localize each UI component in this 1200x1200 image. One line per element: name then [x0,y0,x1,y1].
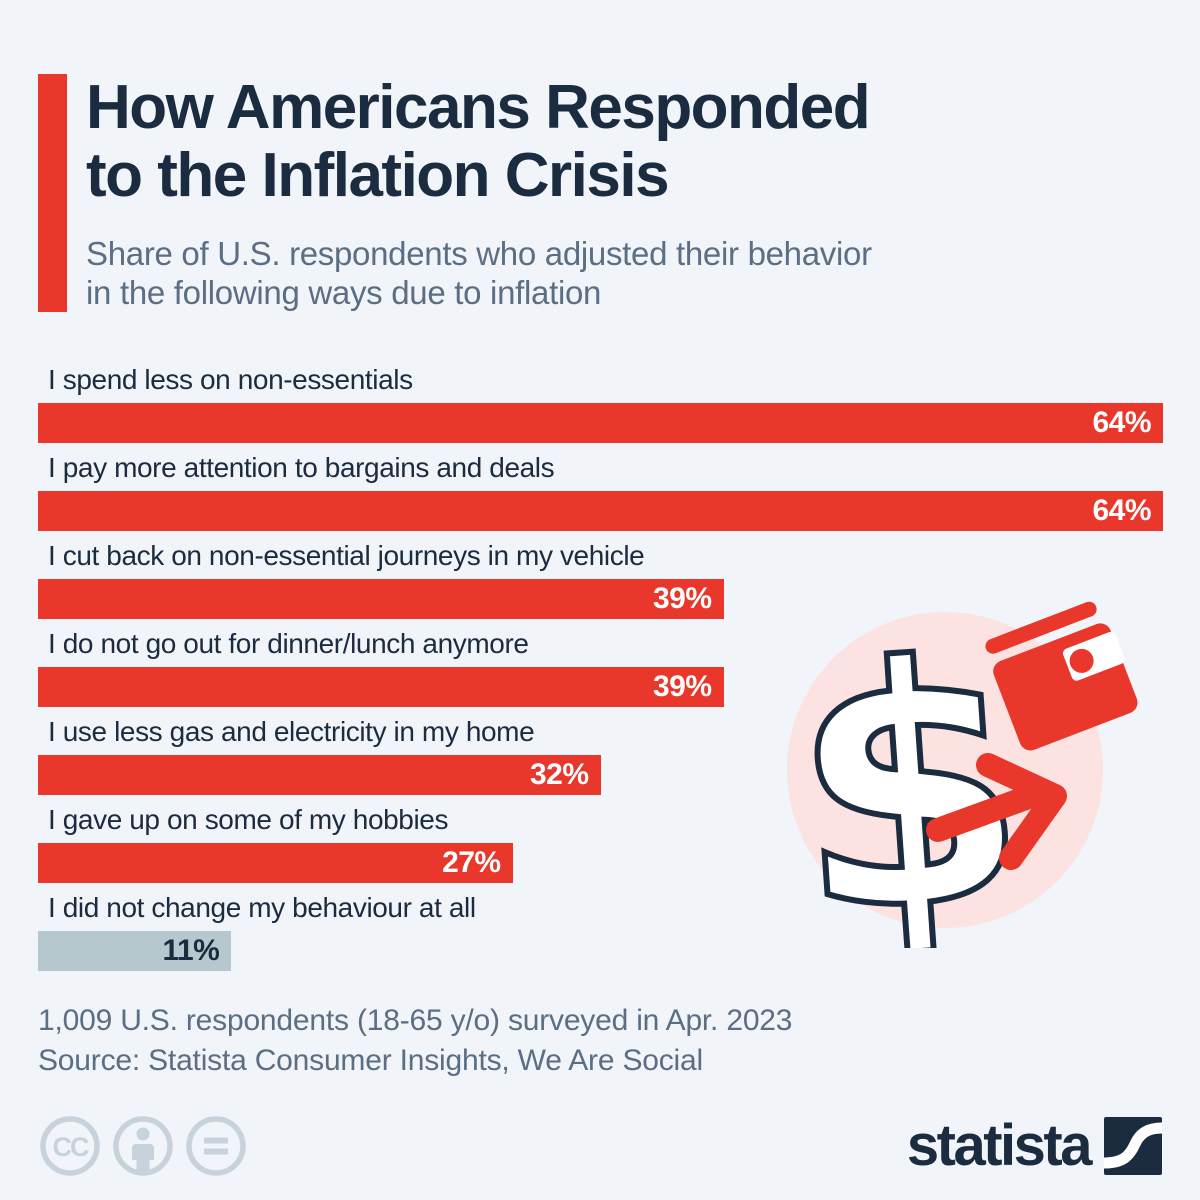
subtitle-line-2: in the following ways due to inflation [86,274,602,311]
bar-value-label: 11% [162,934,220,967]
attribution-icon[interactable] [113,1116,173,1176]
bar-row: I do not go out for dinner/lunch anymore… [38,628,1163,707]
header-text: How Americans Responded to the Inflation… [86,74,872,312]
license-icons[interactable]: CC [38,1113,280,1179]
bar: 32% [38,755,601,795]
bottom-row: CC statista [38,1113,1162,1179]
bar-category-label: I pay more attention to bargains and dea… [48,452,555,483]
bar-row: I did not change my behaviour at all 11% [38,892,1163,971]
bar: 11% [38,931,232,971]
bar: 64% [38,403,1163,443]
source-line: Source: Statista Consumer Insights, We A… [38,1044,703,1077]
page-title: How Americans Responded to the Inflation… [86,74,872,210]
bar-category-label: I did not change my behaviour at all [48,892,476,923]
survey-note: 1,009 U.S. respondents (18-65 y/o) surve… [38,1004,793,1037]
statista-wordmark: statista [906,1113,1093,1178]
statista-logo[interactable]: statista [907,1117,1162,1175]
bar-value-label: 39% [653,670,712,703]
bar-value-label: 27% [442,846,501,879]
title-line-2: to the Inflation Crisis [86,141,670,210]
header: How Americans Responded to the Inflation… [0,0,1200,312]
page-subtitle: Share of U.S. respondents who adjusted t… [86,234,872,312]
bar-category-label: I use less gas and electricity in my hom… [48,716,535,747]
bar-row: I pay more attention to bargains and dea… [38,452,1163,531]
bar-value-label: 64% [1092,494,1151,527]
svg-text:CC: CC [53,1132,89,1162]
bar-value-label: 32% [529,758,589,791]
title-accent-bar [38,74,67,312]
bar-row: I spend less on non-essentials 64% [38,364,1163,443]
bar-category-label: I spend less on non-essentials [48,364,413,395]
bar: 39% [38,579,724,619]
no-derivatives-icon[interactable] [186,1116,246,1176]
bar-value-label: 64% [1092,406,1151,439]
creative-commons-icon[interactable]: CC [40,1116,100,1176]
bar-category-label: I do not go out for dinner/lunch anymore [48,628,529,659]
title-line-1: How Americans Responded [86,73,871,142]
subtitle-line-1: Share of U.S. respondents who adjusted t… [86,235,872,272]
bar-row: I gave up on some of my hobbies 27% [38,804,1163,883]
bar-category-label: I cut back on non-essential journeys in … [48,540,645,571]
bar-value-label: 39% [653,582,712,615]
bar-category-label: I gave up on some of my hobbies [48,804,449,835]
bar-row: I cut back on non-essential journeys in … [38,540,1163,619]
bar: 27% [38,843,513,883]
footer: 1,009 U.S. respondents (18-65 y/o) surve… [38,1001,1162,1081]
bar: 64% [38,491,1163,531]
bar-row: I use less gas and electricity in my hom… [38,716,1163,795]
bar: 39% [38,667,724,707]
statista-logo-mark [1104,1117,1162,1175]
bar-chart: I spend less on non-essentials 64% I pay… [38,364,1163,971]
